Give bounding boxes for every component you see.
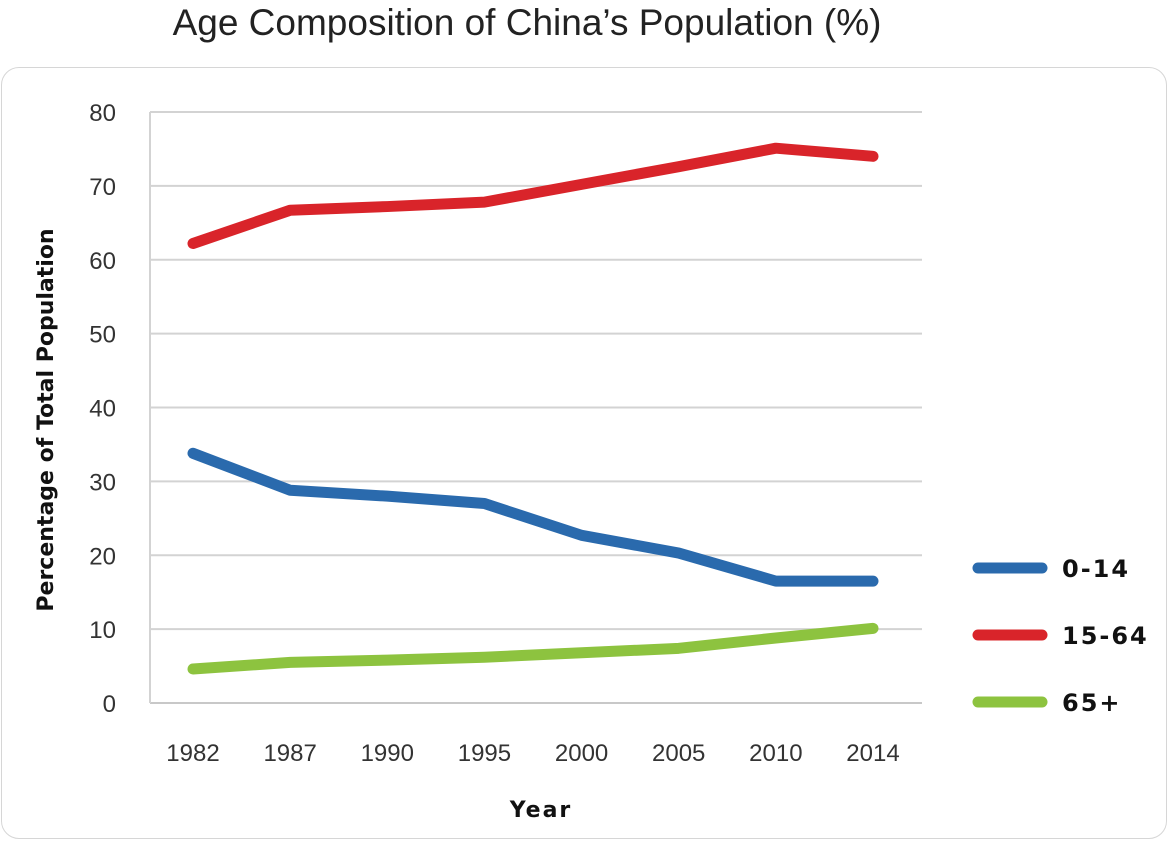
y-tick-label: 20 — [89, 543, 116, 570]
series-line-0-14 — [187, 447, 879, 587]
y-tick-label: 40 — [89, 396, 116, 423]
series-line-65+ — [187, 622, 879, 675]
series-line-15-64 — [187, 142, 879, 249]
y-tick-label: 50 — [89, 322, 116, 349]
x-tick-label: 1982 — [166, 740, 219, 767]
chart-title: Age Composition of China’s Population (%… — [172, 2, 882, 43]
y-tick-label: 30 — [89, 469, 116, 496]
x-tick-label: 1987 — [263, 740, 316, 767]
legend-label: 15-64 — [1062, 622, 1149, 650]
y-tick-label: 70 — [89, 174, 116, 201]
y-tick-label: 10 — [89, 617, 116, 644]
x-tick-label: 2005 — [652, 740, 705, 767]
y-tick-label: 60 — [89, 248, 116, 275]
legend-label: 0-14 — [1062, 555, 1130, 583]
x-tick-label: 2014 — [846, 740, 899, 767]
y-axis-label: Percentage of Total Population — [34, 228, 59, 611]
legend-label: 65+ — [1062, 689, 1122, 717]
y-tick-label: 80 — [89, 100, 116, 127]
x-tick-label: 1995 — [458, 740, 511, 767]
x-tick-label: 1990 — [361, 740, 414, 767]
x-axis-label: Year — [509, 798, 573, 823]
chart-card — [1, 67, 1167, 839]
y-tick-label: 0 — [103, 691, 116, 718]
x-tick-label: 2010 — [749, 740, 802, 767]
x-tick-label: 2000 — [555, 740, 608, 767]
